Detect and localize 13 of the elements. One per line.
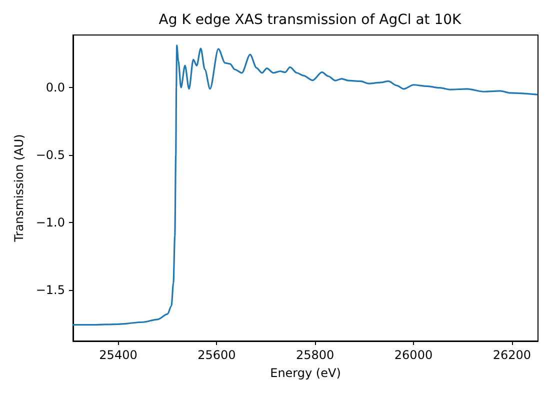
line-series	[72, 44, 538, 326]
x-tick-label: 25400	[99, 348, 138, 362]
y-tick-label: 0.0	[46, 80, 65, 95]
y-tick-label: −1.5	[36, 282, 65, 297]
x-tick-label: 26000	[394, 348, 433, 362]
chart-title: Ag K edge XAS transmission of AgCl at 10K	[158, 12, 462, 28]
y-axis-title: Transmission (AU)	[12, 134, 26, 243]
x-axis-title: Energy (eV)	[270, 366, 341, 380]
x-tick-label: 26200	[492, 348, 532, 362]
x-tick-label: 25800	[296, 348, 334, 362]
y-tick-label: −0.5	[36, 148, 65, 162]
y-tick-label: −1.0	[36, 215, 65, 230]
x-tick-label: 25600	[198, 348, 236, 362]
